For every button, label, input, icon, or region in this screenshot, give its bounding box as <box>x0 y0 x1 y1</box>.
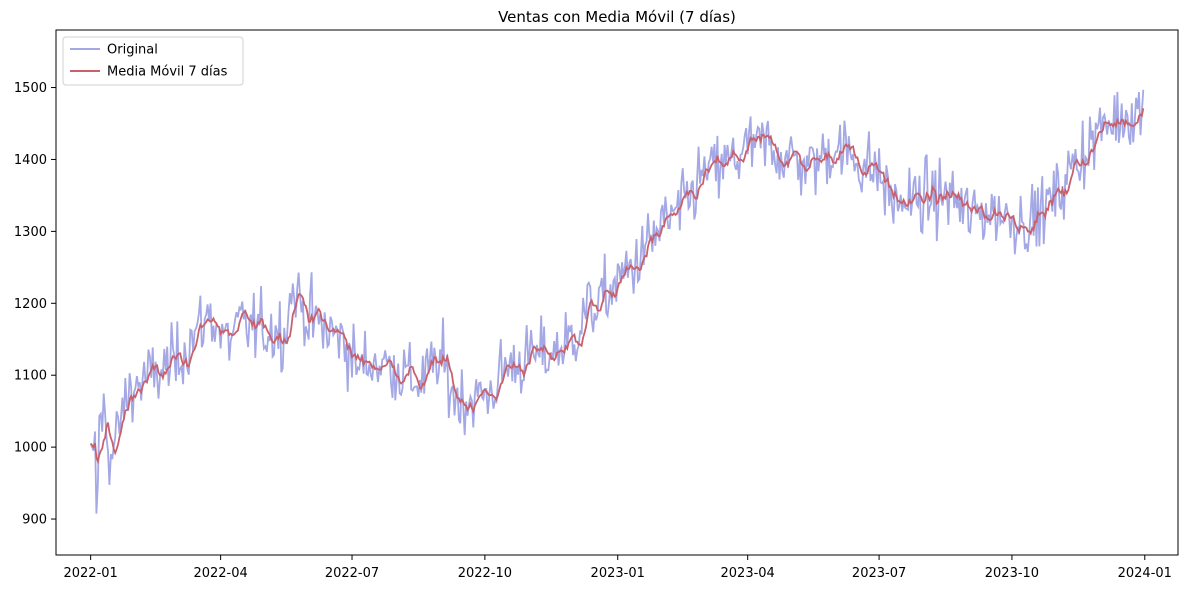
legend-label: Media Móvil 7 días <box>107 65 228 80</box>
y-tick-label: 1400 <box>14 153 47 168</box>
y-tick-label: 1200 <box>14 297 47 312</box>
chart-title: Ventas con Media Móvil (7 días) <box>498 8 736 26</box>
legend-box <box>62 36 244 86</box>
legend-label: Original <box>107 43 158 58</box>
x-tick-label: 2023-07 <box>852 566 906 581</box>
legend: Original Media Móvil 7 días <box>62 36 244 86</box>
y-tick-label: 900 <box>22 513 47 528</box>
plot-frame <box>55 29 1179 556</box>
x-tick-label: 2023-01 <box>591 566 645 581</box>
x-tick-label: 2022-04 <box>193 566 247 581</box>
x-tick-label: 2023-04 <box>721 566 775 581</box>
y-tick-label: 1000 <box>14 441 47 456</box>
x-tick-label: 2022-10 <box>458 566 512 581</box>
y-tick-label: 1500 <box>14 81 47 96</box>
x-tick-label: 2022-07 <box>325 566 379 581</box>
y-tick-label: 1100 <box>14 369 47 384</box>
series-layer <box>89 89 1145 514</box>
series-moving-average-line <box>89 108 1145 465</box>
y-tick-label: 1300 <box>14 225 47 240</box>
axes-layer: 2022-01 2022-04 2022-07 2022-10 2023-01 2023-… <box>14 29 1179 581</box>
x-tick-label: 2023-10 <box>985 566 1039 581</box>
x-tick-label: 2024-01 <box>1118 566 1172 581</box>
series-original-line <box>89 89 1145 514</box>
x-tick-label: 2022-01 <box>63 566 117 581</box>
